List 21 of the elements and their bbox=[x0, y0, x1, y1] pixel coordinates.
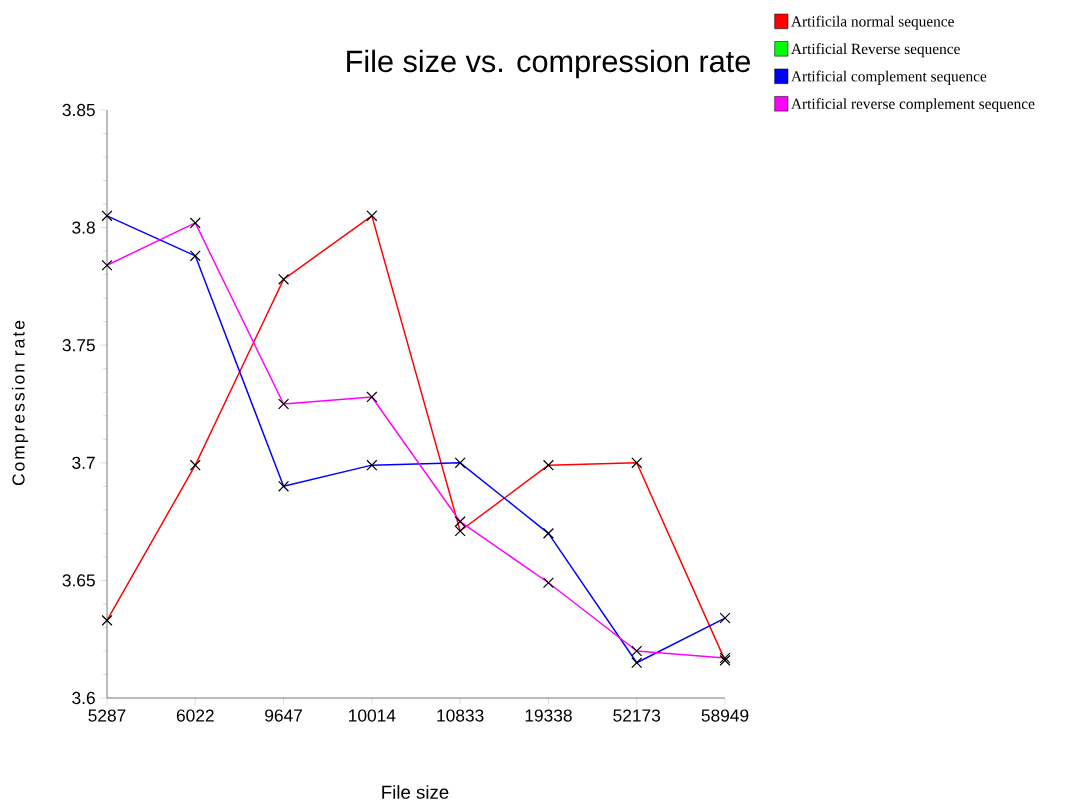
legend-label: Artificila normal sequence bbox=[791, 15, 954, 30]
y-tick-label: 3.6 bbox=[72, 691, 95, 705]
x-tick-label: 5287 bbox=[88, 709, 126, 722]
legend-label: Artificial Reverse sequence bbox=[791, 43, 960, 58]
chart-title: File size vs. compression rate bbox=[347, 49, 750, 79]
y-tick-label: 3.8 bbox=[72, 221, 95, 234]
legend-label: Artificial reverse complement sequence bbox=[791, 98, 1035, 113]
x-tick-label: 9647 bbox=[265, 709, 302, 722]
y-tick-label: 3.65 bbox=[62, 574, 95, 587]
y-tick-label: 3.7 bbox=[72, 456, 95, 469]
y-tick-label: 3.85 bbox=[62, 103, 95, 117]
x-axis-title: File size bbox=[382, 785, 449, 799]
x-tick-label: 58949 bbox=[701, 709, 749, 722]
legend-label: Artificial complement sequence bbox=[791, 70, 987, 85]
x-tick-label: 10014 bbox=[349, 709, 396, 722]
y-tick-label: 3.75 bbox=[62, 339, 95, 352]
x-tick-label: 52173 bbox=[613, 709, 661, 722]
x-tick-label: 10833 bbox=[437, 709, 484, 722]
x-tick-label: 19338 bbox=[525, 709, 572, 722]
x-tick-label: 6022 bbox=[176, 709, 214, 722]
y-axis-title: Compression rate bbox=[11, 320, 29, 486]
